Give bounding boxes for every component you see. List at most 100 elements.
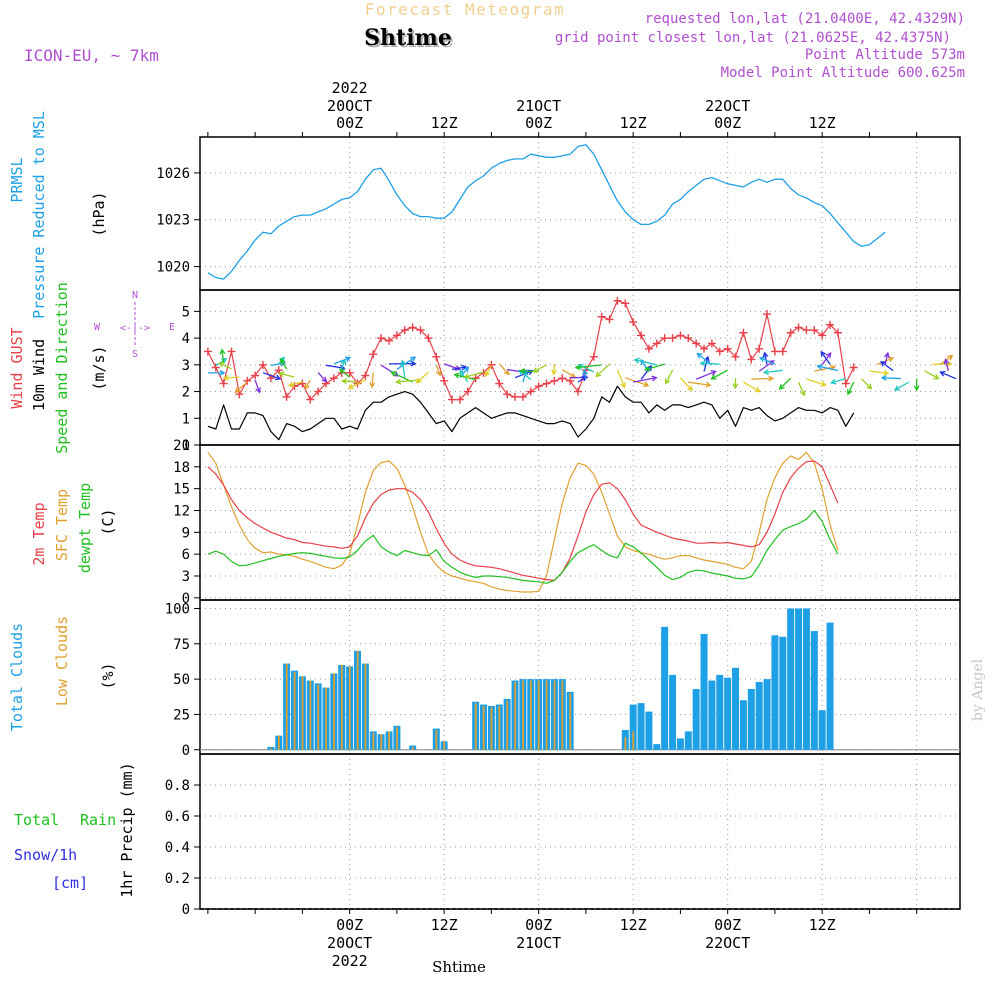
y-tick-label: 1023 <box>156 213 190 229</box>
gust-marker <box>298 379 307 388</box>
wind-arrow <box>751 377 773 380</box>
wind-arrow-head <box>768 375 775 382</box>
top-hour-label: 12Z <box>809 114 836 132</box>
wind-arrow <box>341 359 346 370</box>
low-cloud-bar <box>474 703 477 750</box>
y-tick-label: 12 <box>173 503 190 519</box>
total-cloud-bar <box>645 711 653 750</box>
wind-arrow-head <box>762 351 769 358</box>
rain-label: Rain <box>80 811 116 829</box>
y-tick-label: 3 <box>182 569 190 585</box>
gust-marker <box>731 352 740 361</box>
low-cloud-bar <box>317 684 320 750</box>
gust-marker <box>314 387 323 396</box>
total-cloud-bar <box>684 731 692 750</box>
total-cloud-bar <box>653 744 661 750</box>
gust-marker <box>652 339 661 348</box>
wind-arrow <box>894 381 910 391</box>
top-hour-label: 00Z <box>714 114 741 132</box>
gust-marker <box>826 320 835 329</box>
bottom-hour-label: 00Z <box>525 916 552 934</box>
wind-arrow-head <box>768 360 775 366</box>
low-cloud-bar <box>529 680 532 750</box>
y-tick-label: 0 <box>182 591 190 607</box>
wind-arrow <box>703 356 709 372</box>
wind-arrow-head <box>222 374 229 381</box>
y-tick-label: 50 <box>173 672 190 688</box>
bottom-hour-label: 00Z <box>336 916 363 934</box>
wind-arrow <box>831 377 846 384</box>
wind-arrow-head <box>696 352 703 359</box>
temp-2m-label: 2m Temp <box>30 502 48 565</box>
panel-precipitation: 0 0.2 0.4 0.6 0.8 <box>165 753 961 918</box>
total-cloud-bar <box>795 608 803 750</box>
panel-pressure: 1020 1023 1026 <box>156 136 961 291</box>
total-cloud-bar <box>810 631 818 750</box>
y-tick-label: 1026 <box>156 166 190 182</box>
gust-marker <box>455 395 464 404</box>
wind-arrow-head <box>399 359 406 366</box>
panel-frame <box>199 599 961 755</box>
gust-marker <box>818 331 827 340</box>
wind-arrow <box>484 364 492 377</box>
wind-arrow <box>695 370 716 380</box>
wind-arrow-head <box>620 382 626 389</box>
low-cloud-bar <box>340 664 343 750</box>
gust-marker <box>566 376 575 385</box>
gust-marker <box>810 326 819 335</box>
gust-marker <box>763 310 772 319</box>
total-cloud-bar <box>724 677 732 750</box>
wind-arrow <box>697 353 713 366</box>
gust-marker <box>211 363 220 372</box>
gust-marker <box>534 382 543 391</box>
wind-arrow <box>561 369 576 378</box>
low-cloud-bar <box>498 705 501 750</box>
low-cloud-bar <box>506 700 509 750</box>
wind-arrow-head <box>633 357 640 364</box>
footer-station: Shtime <box>432 958 486 976</box>
low-cloud-bar <box>443 741 446 750</box>
wind-arrow-head <box>460 364 468 371</box>
wind-arrow <box>304 379 311 390</box>
gust-marker <box>203 347 212 356</box>
total-cloud-bar <box>739 700 747 750</box>
y-tick-label: 6 <box>182 547 190 563</box>
wind-arrow-head <box>275 374 282 381</box>
wind-arrow-head <box>551 369 558 376</box>
wind-arrow-head <box>705 381 712 388</box>
gust-marker <box>251 371 260 380</box>
gust-marker <box>432 352 441 361</box>
total-cloud-bar <box>779 636 787 750</box>
low-cloud-bar <box>514 681 517 750</box>
bottom-hour-label: 12Z <box>620 916 647 934</box>
wind-arrow <box>533 364 547 373</box>
top-date-label: 21OCT <box>516 97 561 115</box>
y-tick-label: 3 <box>182 358 190 374</box>
compass-rose: N E S W <-|-> <box>94 290 175 360</box>
y-tick-label: 0.6 <box>165 809 190 825</box>
gust-marker <box>282 392 291 401</box>
wind-arrow <box>317 372 327 383</box>
wind-arrow-head <box>581 375 588 382</box>
wind-arrow <box>325 364 345 369</box>
clouds-unit: (%) <box>99 662 117 689</box>
wind-arrow <box>498 363 510 375</box>
gust-marker <box>637 331 646 340</box>
wind-arrow <box>711 369 728 380</box>
wind-arrow-head <box>532 367 539 373</box>
wind-arrow <box>464 371 484 378</box>
y-tick-label: 75 <box>173 637 190 653</box>
wind-arrow-head <box>574 364 581 371</box>
gust-marker <box>739 328 748 337</box>
low-cloud-bar <box>553 680 556 750</box>
wind-arrow <box>578 364 595 373</box>
low-cloud-bar <box>388 731 391 750</box>
wind-10m-label: 10m Wind <box>30 339 48 411</box>
top-hour-label: 00Z <box>336 114 363 132</box>
low-cloud-bar <box>285 663 288 750</box>
gust-marker <box>440 376 449 385</box>
wind-arrow-head <box>409 356 417 362</box>
wind-arrow <box>763 352 768 365</box>
dewpt-line <box>207 509 839 584</box>
y-tick-label: 9 <box>182 525 190 541</box>
